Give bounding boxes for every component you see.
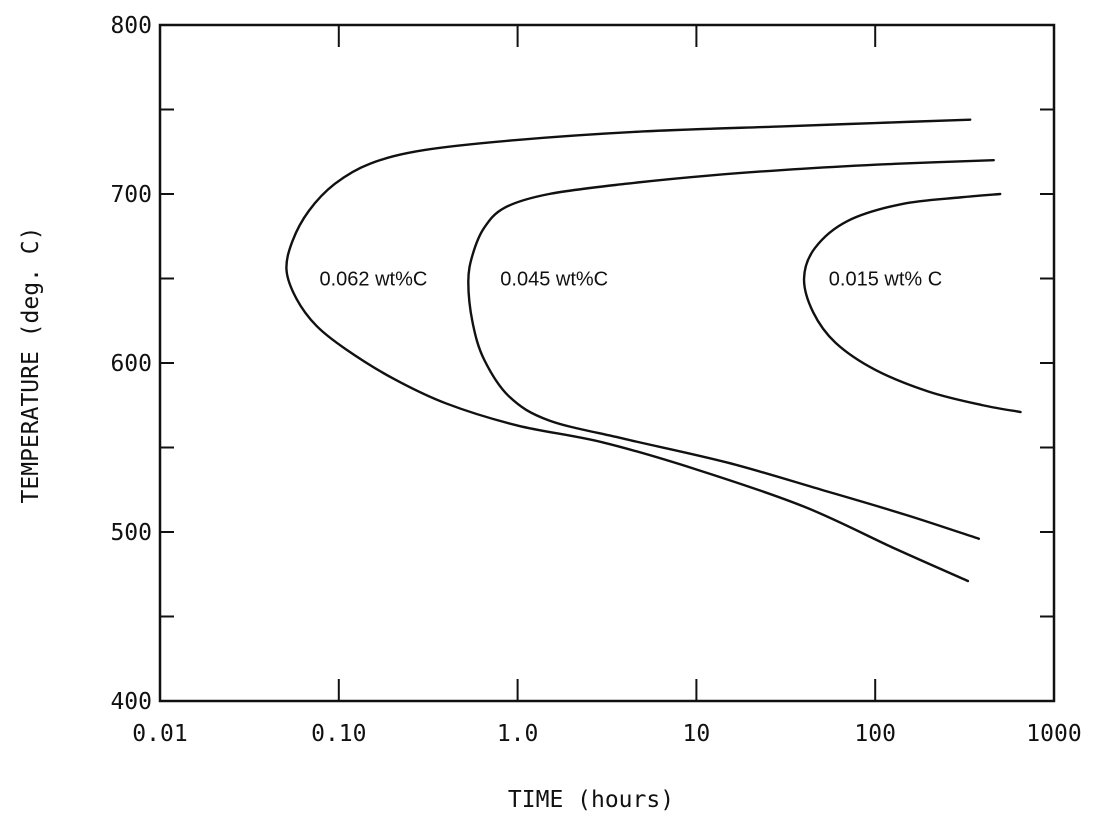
x-tick-label: 0.10	[311, 721, 366, 747]
x-axis-title: TIME (hours)	[508, 787, 674, 813]
series-label-3: 0.015 wt% C	[829, 269, 942, 291]
plot-frame	[158, 23, 1056, 703]
y-tick-label: 400	[110, 689, 152, 715]
y-tick-label: 500	[110, 520, 152, 546]
curves-layer	[285, 118, 1022, 583]
series-curve-2	[467, 159, 995, 540]
y-axis-title: TEMPERATURE (deg. C)	[18, 227, 44, 504]
labels-layer: 0.062 wt%C 0.045 wt%C 0.015 wt% C	[320, 269, 943, 291]
x-tick-label: 10	[683, 721, 711, 747]
series-curve-1	[285, 118, 972, 583]
x-tick-label: 0.01	[132, 721, 187, 747]
series-label-2: 0.045 wt%C	[500, 269, 608, 291]
x-tick-label: 100	[854, 721, 896, 747]
x-tick-label: 1.0	[497, 721, 539, 747]
y-tick-label: 600	[110, 351, 152, 377]
series-label-1: 0.062 wt%C	[320, 269, 428, 291]
series-curve-3	[802, 192, 1022, 414]
axes-layer: 0.01 0.10 1.0 10 100 1000 400 500 600 700 800	[110, 13, 1081, 747]
y-tick-label: 700	[110, 182, 152, 208]
y-tick-label: 800	[110, 13, 152, 39]
x-tick-label: 1000	[1026, 721, 1081, 747]
